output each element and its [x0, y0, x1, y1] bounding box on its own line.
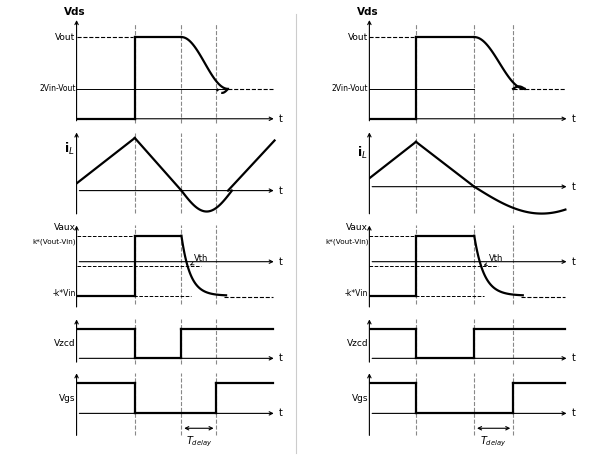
- Text: t: t: [571, 354, 575, 363]
- Text: t: t: [571, 114, 575, 124]
- Text: Vout: Vout: [55, 33, 75, 42]
- Text: t: t: [571, 408, 575, 418]
- Text: 2Vin-Vout: 2Vin-Vout: [39, 84, 75, 93]
- Text: t: t: [279, 354, 282, 363]
- Text: $\mathbf{i}_L$: $\mathbf{i}_L$: [64, 141, 75, 157]
- Text: 2Vin-Vout: 2Vin-Vout: [332, 84, 368, 93]
- Text: k*(Vout-Vin): k*(Vout-Vin): [32, 238, 75, 244]
- Text: t: t: [279, 114, 282, 124]
- Text: Vds: Vds: [356, 7, 378, 17]
- Text: Vds: Vds: [64, 7, 85, 17]
- Text: Vth: Vth: [489, 254, 503, 263]
- Text: Vaux: Vaux: [54, 223, 75, 232]
- Text: t: t: [279, 408, 282, 418]
- Text: Vth: Vth: [193, 254, 208, 263]
- Text: k*(Vout-Vin): k*(Vout-Vin): [325, 238, 368, 244]
- Text: Vaux: Vaux: [346, 223, 368, 232]
- Text: -k*Vin: -k*Vin: [345, 289, 368, 298]
- Text: Vgs: Vgs: [59, 394, 75, 403]
- Text: t: t: [571, 257, 575, 267]
- Text: t: t: [571, 182, 575, 192]
- Text: Vzcd: Vzcd: [347, 339, 368, 348]
- Text: $T_{delay}$: $T_{delay}$: [186, 435, 212, 449]
- Text: $T_{delay}$: $T_{delay}$: [481, 435, 507, 449]
- Text: -k*Vin: -k*Vin: [52, 289, 75, 298]
- Text: Vout: Vout: [348, 33, 368, 42]
- Text: t: t: [279, 257, 282, 267]
- Text: $\mathbf{i}_L$: $\mathbf{i}_L$: [357, 145, 368, 161]
- Text: t: t: [279, 185, 282, 195]
- Text: Vzcd: Vzcd: [54, 339, 75, 348]
- Text: Vgs: Vgs: [352, 394, 368, 403]
